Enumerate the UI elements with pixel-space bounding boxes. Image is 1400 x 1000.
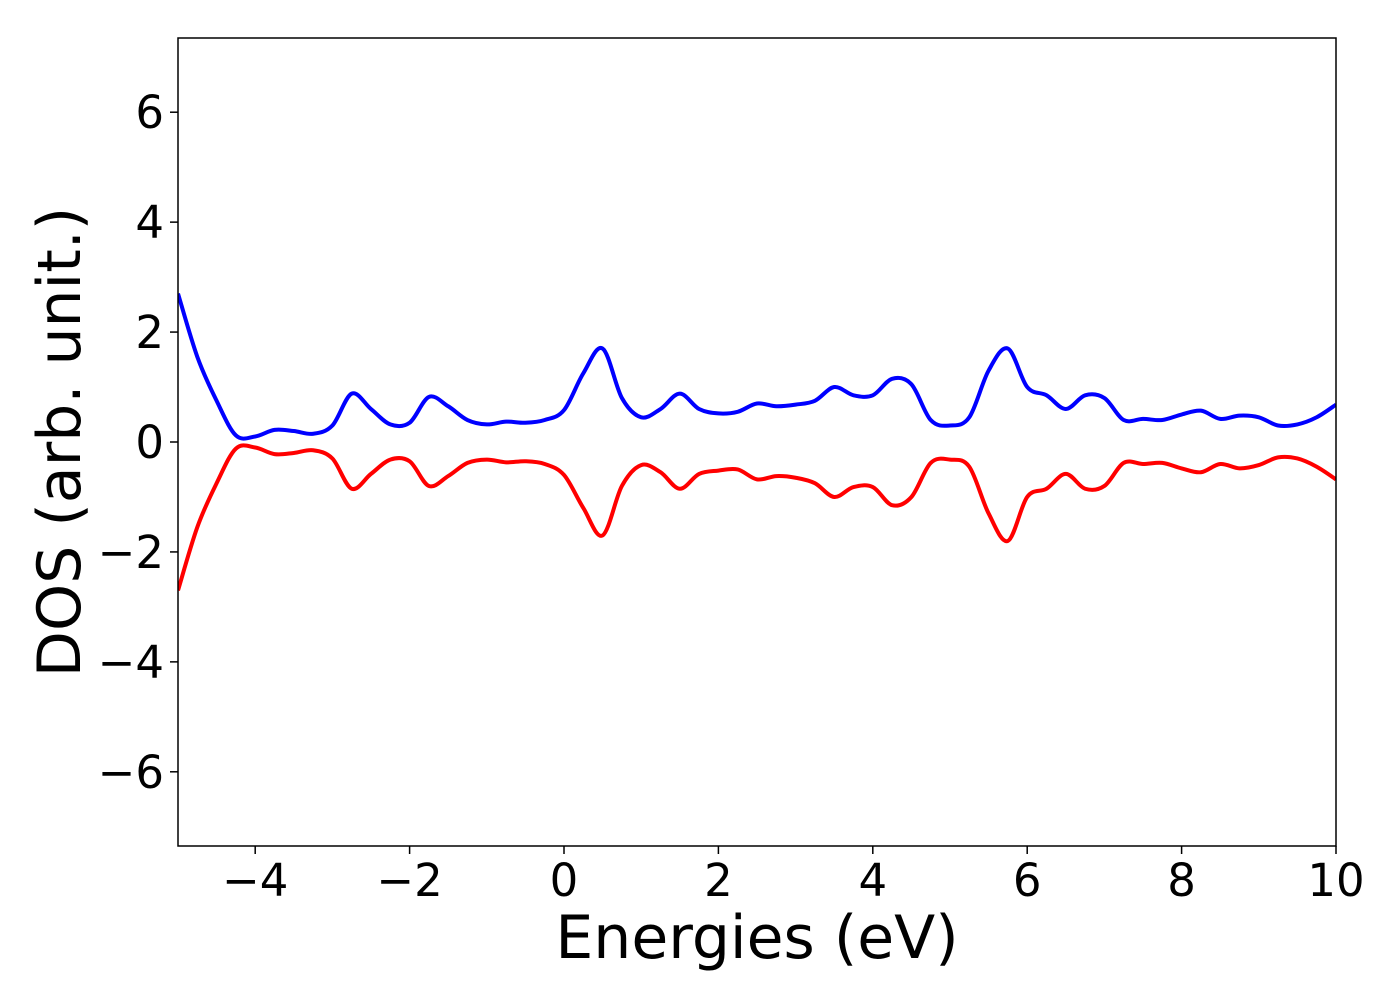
- y-axis-label: DOS (arb. unit.): [25, 207, 95, 677]
- plot-frame: [177, 37, 1337, 847]
- x-tick-label: 4: [858, 854, 887, 907]
- x-tick-label: −4: [222, 854, 288, 907]
- x-tick-label: 8: [1167, 854, 1196, 907]
- x-tick-label: 6: [1013, 854, 1042, 907]
- x-tick-label: −2: [376, 854, 442, 907]
- dos-line: [178, 293, 1336, 441]
- x-tick-label: 2: [704, 854, 733, 907]
- y-tick-label: 4: [135, 196, 164, 249]
- y-tick-label: 2: [135, 306, 164, 359]
- y-tick-label: 6: [135, 86, 164, 139]
- y-tick-label: −2: [98, 526, 164, 579]
- x-tick-label: 10: [1307, 854, 1364, 907]
- x-tick-label: 0: [550, 854, 579, 907]
- y-tick-label: −6: [98, 746, 164, 799]
- dos-line: [178, 443, 1336, 591]
- y-tick-label: −4: [98, 636, 164, 689]
- x-axis-label: Energies (eV): [555, 903, 958, 973]
- y-tick-label: 0: [135, 416, 164, 469]
